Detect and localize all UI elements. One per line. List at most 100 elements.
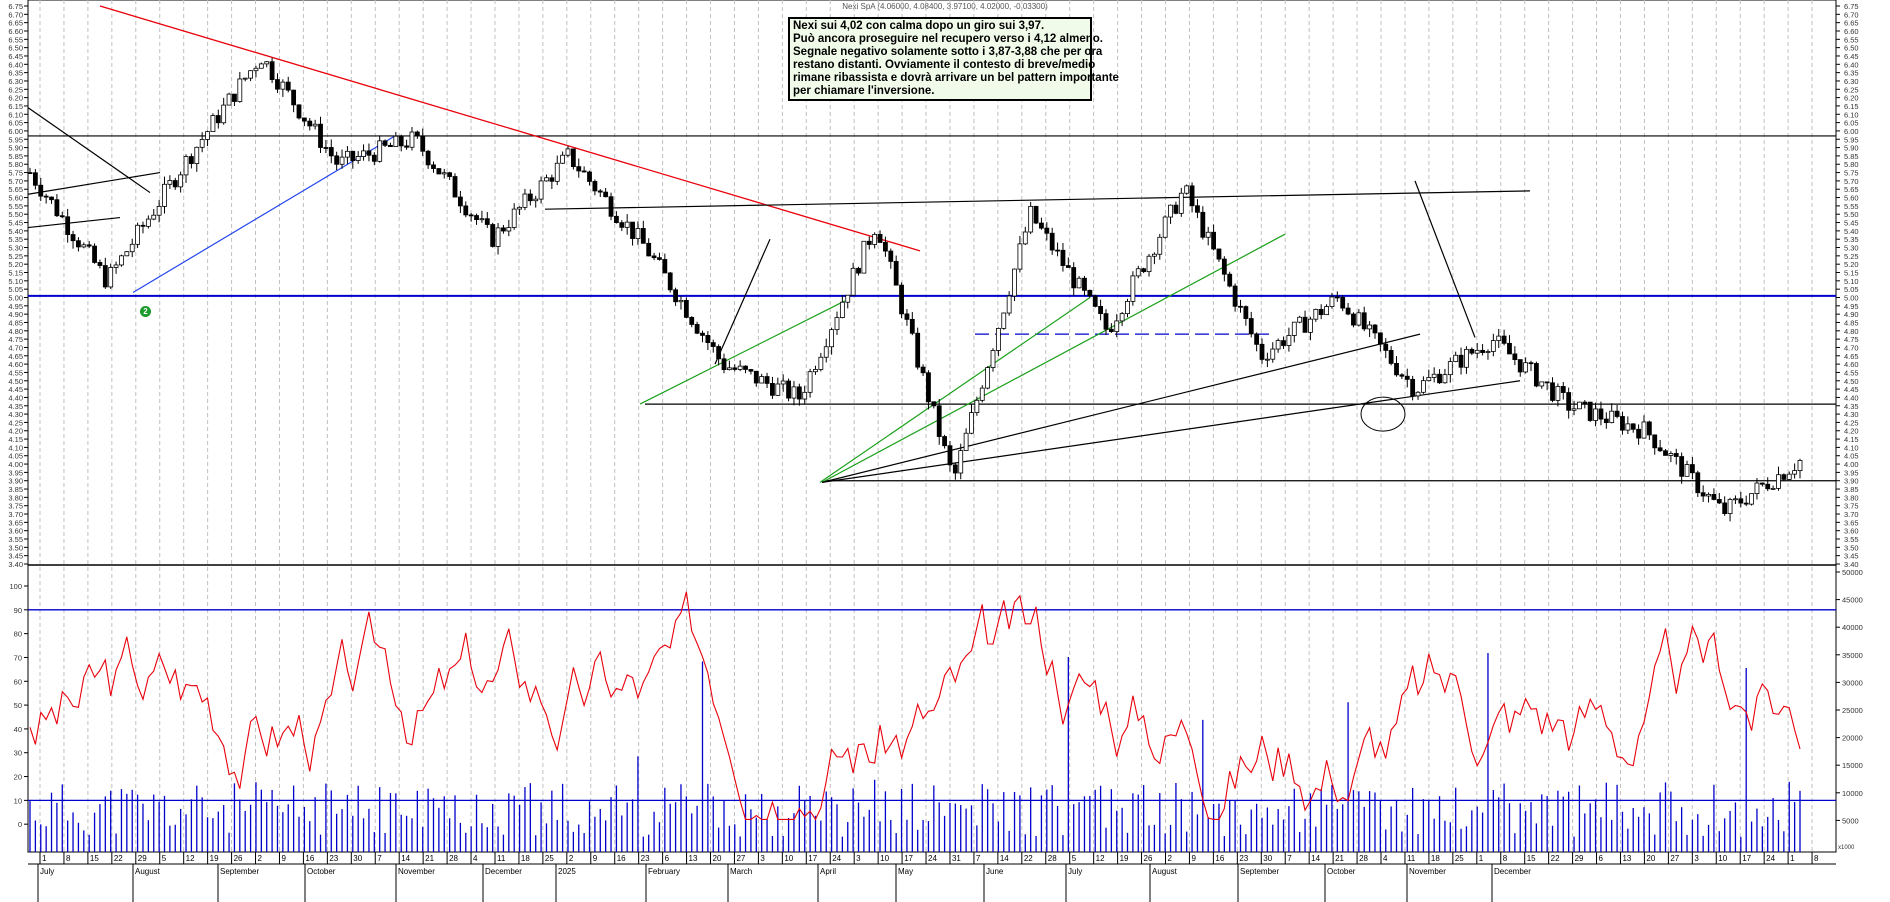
svg-text:4.55: 4.55 — [8, 368, 23, 377]
svg-text:4.20: 4.20 — [8, 427, 23, 436]
svg-text:9: 9 — [1191, 854, 1196, 863]
svg-text:5.65: 5.65 — [1844, 185, 1859, 194]
svg-text:8: 8 — [66, 854, 71, 863]
svg-text:4.35: 4.35 — [8, 402, 23, 411]
svg-text:5.20: 5.20 — [8, 260, 23, 269]
svg-text:3.80: 3.80 — [1844, 493, 1859, 502]
svg-text:30000: 30000 — [1842, 678, 1863, 687]
svg-text:5.15: 5.15 — [1844, 269, 1859, 278]
svg-text:6.50: 6.50 — [8, 44, 23, 53]
svg-text:5.75: 5.75 — [1844, 169, 1859, 178]
svg-text:30: 30 — [353, 854, 362, 863]
svg-text:29: 29 — [1575, 854, 1584, 863]
annotation-line: per chiamare l'inversione. — [793, 85, 935, 97]
svg-text:5.30: 5.30 — [8, 244, 23, 253]
svg-text:3.70: 3.70 — [1844, 510, 1859, 519]
svg-text:20: 20 — [713, 854, 722, 863]
svg-text:3: 3 — [760, 854, 765, 863]
annotation-line: restano distanti. Ovviamente il contesto… — [793, 59, 1096, 71]
annotation-line: Segnale negativo solamente sotto i 3,87-… — [793, 46, 1103, 58]
svg-text:5.65: 5.65 — [8, 185, 23, 194]
svg-text:6.05: 6.05 — [8, 119, 23, 128]
svg-text:3.60: 3.60 — [8, 527, 23, 536]
svg-text:4.75: 4.75 — [1844, 335, 1859, 344]
svg-text:4.90: 4.90 — [1844, 310, 1859, 319]
svg-text:3.65: 3.65 — [8, 518, 23, 527]
svg-text:14: 14 — [1000, 854, 1009, 863]
svg-text:5.15: 5.15 — [8, 269, 23, 278]
svg-text:4.60: 4.60 — [8, 360, 23, 369]
svg-text:15: 15 — [1527, 854, 1536, 863]
svg-text:September: September — [220, 867, 259, 876]
svg-text:4.45: 4.45 — [1844, 385, 1859, 394]
svg-text:1: 1 — [42, 854, 47, 863]
svg-text:6.25: 6.25 — [8, 85, 23, 94]
svg-text:4.85: 4.85 — [1844, 318, 1859, 327]
svg-text:March: March — [730, 867, 752, 876]
svg-text:3: 3 — [1694, 854, 1699, 863]
svg-text:4.70: 4.70 — [8, 343, 23, 352]
svg-text:4.95: 4.95 — [1844, 302, 1859, 311]
svg-text:4.65: 4.65 — [8, 352, 23, 361]
svg-text:26: 26 — [1144, 854, 1153, 863]
annotation-line: rimane ribassista e dovrà arrivare un be… — [793, 72, 1119, 84]
svg-text:17: 17 — [1742, 854, 1751, 863]
svg-text:40000: 40000 — [1842, 623, 1863, 632]
svg-text:28: 28 — [1048, 854, 1057, 863]
svg-text:5.85: 5.85 — [8, 152, 23, 161]
svg-text:12: 12 — [186, 854, 195, 863]
svg-text:45000: 45000 — [1842, 596, 1863, 605]
svg-text:13: 13 — [689, 854, 698, 863]
svg-text:6.30: 6.30 — [1844, 77, 1859, 86]
svg-text:16: 16 — [617, 854, 626, 863]
svg-text:20000: 20000 — [1842, 734, 1863, 743]
svg-text:November: November — [1409, 867, 1446, 876]
svg-text:6.75: 6.75 — [8, 2, 23, 11]
svg-text:6.25: 6.25 — [1844, 85, 1859, 94]
svg-text:6.55: 6.55 — [1844, 35, 1859, 44]
svg-text:6.65: 6.65 — [8, 19, 23, 28]
svg-text:4.70: 4.70 — [1844, 343, 1859, 352]
svg-text:14: 14 — [401, 854, 410, 863]
svg-text:26: 26 — [234, 854, 243, 863]
svg-text:18: 18 — [1431, 854, 1440, 863]
svg-text:6.10: 6.10 — [8, 110, 23, 119]
svg-text:100: 100 — [9, 582, 22, 591]
svg-text:22: 22 — [114, 854, 123, 863]
svg-text:4.15: 4.15 — [1844, 435, 1859, 444]
svg-text:3.95: 3.95 — [8, 468, 23, 477]
svg-text:4.05: 4.05 — [8, 452, 23, 461]
svg-text:April: April — [820, 867, 836, 876]
svg-text:6.30: 6.30 — [8, 77, 23, 86]
svg-text:3.55: 3.55 — [8, 535, 23, 544]
svg-text:13: 13 — [1622, 854, 1631, 863]
svg-text:90: 90 — [14, 606, 22, 615]
svg-text:4.05: 4.05 — [1844, 452, 1859, 461]
svg-text:3.40: 3.40 — [1844, 560, 1859, 569]
svg-text:4.10: 4.10 — [1844, 443, 1859, 452]
svg-text:5.45: 5.45 — [1844, 219, 1859, 228]
svg-text:5.95: 5.95 — [8, 135, 23, 144]
svg-text:6.00: 6.00 — [1844, 127, 1859, 136]
svg-text:3.80: 3.80 — [8, 493, 23, 502]
svg-text:4.80: 4.80 — [8, 327, 23, 336]
svg-text:3.55: 3.55 — [1844, 535, 1859, 544]
svg-text:23: 23 — [641, 854, 650, 863]
svg-text:5.90: 5.90 — [8, 144, 23, 153]
svg-text:5.00: 5.00 — [8, 293, 23, 302]
svg-text:27: 27 — [736, 854, 745, 863]
svg-text:5.75: 5.75 — [8, 169, 23, 178]
svg-text:5: 5 — [1072, 854, 1077, 863]
svg-text:4.50: 4.50 — [8, 377, 23, 386]
svg-text:4.50: 4.50 — [1844, 377, 1859, 386]
svg-text:4: 4 — [473, 854, 478, 863]
svg-text:17: 17 — [808, 854, 817, 863]
svg-text:6.20: 6.20 — [1844, 94, 1859, 103]
annotation-line: Nexi sui 4,02 con calma dopo un giro sui… — [793, 20, 1045, 32]
svg-text:23: 23 — [329, 854, 338, 863]
svg-text:0: 0 — [18, 820, 22, 829]
svg-text:3.45: 3.45 — [8, 552, 23, 561]
svg-text:19: 19 — [1120, 854, 1129, 863]
svg-text:5.60: 5.60 — [8, 194, 23, 203]
svg-text:3: 3 — [856, 854, 861, 863]
